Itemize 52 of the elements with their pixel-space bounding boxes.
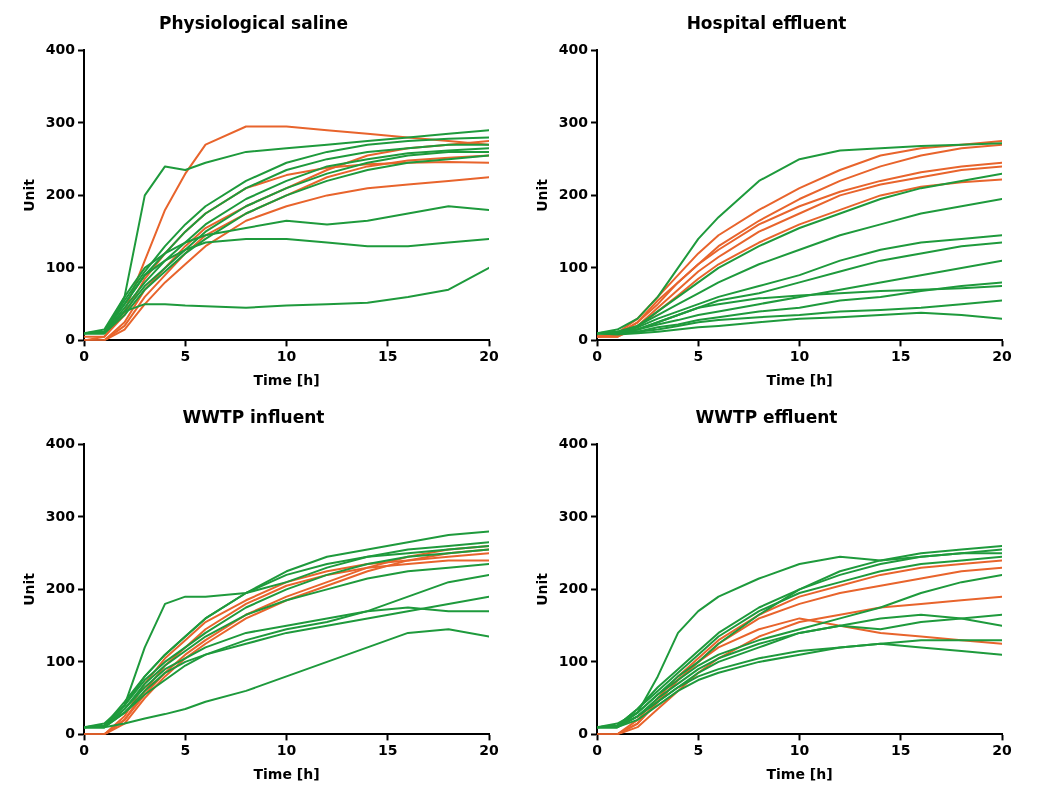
x-tick-label: 0 (592, 348, 603, 365)
y-tick-label: 400 (45, 435, 76, 452)
x-tick-label: 15 (378, 742, 398, 759)
x-tick-label: 0 (592, 742, 603, 759)
x-tick-label: 10 (789, 348, 810, 365)
x-tick-label: 5 (180, 348, 191, 365)
y-tick-label: 200 (558, 580, 589, 597)
y-axis-title: Unit (534, 572, 551, 606)
chart-title: WWTP influent (182, 406, 325, 427)
y-tick-label: 300 (45, 113, 76, 130)
y-tick-label: 0 (578, 725, 589, 742)
x-tick-label: 10 (276, 742, 297, 759)
x-axis-title: Time [h] (766, 766, 833, 783)
chart-title: WWTP effluent (695, 406, 838, 427)
y-tick-label: 0 (65, 331, 76, 348)
y-tick-label: 100 (45, 652, 76, 669)
y-tick-label: 100 (558, 258, 589, 275)
y-axis-title: Unit (21, 572, 38, 606)
y-tick-label: 200 (558, 186, 589, 203)
y-tick-label: 400 (558, 435, 589, 452)
x-tick-label: 0 (79, 348, 90, 365)
y-axis-title: Unit (534, 178, 551, 212)
x-tick-label: 10 (276, 348, 297, 365)
x-tick-label: 20 (479, 742, 499, 759)
x-tick-label: 15 (891, 348, 911, 365)
y-tick-label: 100 (558, 652, 589, 669)
y-axis-title: Unit (21, 178, 38, 212)
x-tick-label: 20 (992, 742, 1012, 759)
x-tick-label: 0 (79, 742, 90, 759)
x-tick-label: 5 (693, 742, 704, 759)
y-tick-label: 300 (558, 507, 589, 524)
x-tick-label: 5 (180, 742, 191, 759)
y-tick-label: 400 (45, 41, 76, 58)
x-tick-label: 10 (789, 742, 810, 759)
y-tick-label: 300 (558, 113, 589, 130)
chart-title: Physiological saline (159, 12, 348, 33)
y-tick-label: 0 (578, 331, 589, 348)
x-tick-label: 5 (693, 348, 704, 365)
y-tick-label: 200 (45, 186, 76, 203)
y-tick-label: 100 (45, 258, 76, 275)
chart-title: Hospital effluent (686, 12, 847, 33)
x-tick-label: 15 (891, 742, 911, 759)
y-tick-label: 300 (45, 507, 76, 524)
y-tick-label: 0 (65, 725, 76, 742)
x-tick-label: 20 (992, 348, 1012, 365)
x-axis-title: Time [h] (253, 372, 320, 389)
x-tick-label: 15 (378, 348, 398, 365)
x-axis-title: Time [h] (766, 372, 833, 389)
x-axis-title: Time [h] (253, 766, 320, 783)
y-tick-label: 400 (558, 41, 589, 58)
y-tick-label: 200 (45, 580, 76, 597)
x-tick-label: 20 (479, 348, 499, 365)
